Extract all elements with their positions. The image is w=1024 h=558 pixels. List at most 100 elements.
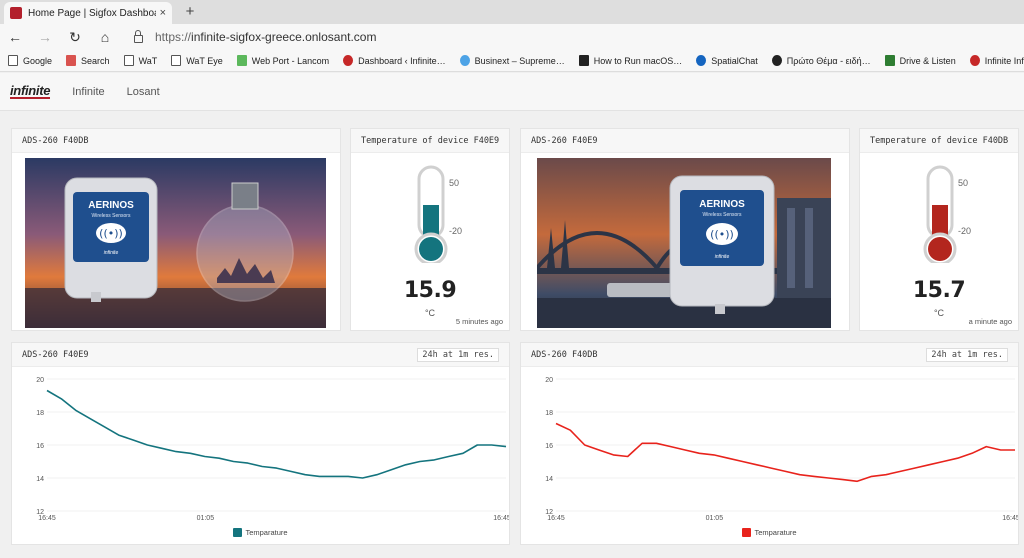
close-tab-icon[interactable]: ×: [159, 7, 166, 19]
y-tick-label: 12: [545, 509, 553, 516]
browser-tab[interactable]: Home Page | Sigfox Dashboard ×: [4, 2, 172, 24]
resolution-badge[interactable]: 24h at 1m res.: [926, 347, 1008, 362]
bookmark-proto-thema[interactable]: Πρώτο Θέμα - ειδή…: [771, 55, 871, 66]
x-tick-label: 01:05: [706, 515, 724, 522]
chart-block-f40e9: ADS-260 F40E9 24h at 1m res. 20 18 16 14 12 1…: [11, 342, 510, 545]
y-tick-label: 18: [36, 410, 44, 417]
dashboard-icon: [343, 55, 354, 66]
temperature-unit: °C: [933, 308, 945, 318]
bookmarks-bar: Google Search WaT WaT Eye Web Port - Lan…: [0, 50, 1024, 72]
chart-block-f40db: ADS-260 F40DB 24h at 1m res. 20 18 16 14 12 1…: [520, 342, 1019, 545]
temperature-value: 15.9: [403, 278, 457, 303]
home-icon[interactable]: ⌂: [100, 29, 110, 45]
chart-legend[interactable]: Temparature: [521, 528, 1018, 537]
reload-icon[interactable]: ↻: [69, 28, 81, 45]
bookmark-label: Infinite Informatics: [984, 55, 1024, 66]
bookmark-google[interactable]: Google: [8, 55, 52, 66]
photo-brand-text: AERINOS: [88, 200, 134, 211]
legend-label: Temparature: [245, 528, 288, 537]
svg-text:((•)): ((•)): [710, 228, 734, 241]
temperature-value: 15.7: [912, 278, 966, 303]
bookmark-label: How to Run macOS…: [593, 55, 683, 66]
address-bar[interactable]: https:// infinite-sigfox-greece.onlosant…: [134, 29, 377, 44]
forward-arrow-icon[interactable]: →: [38, 29, 52, 45]
bookmark-label: Dashboard ‹ Infinite…: [358, 55, 446, 66]
series-line: [555, 422, 1015, 483]
block-header: Temperature of device F40DB: [860, 129, 1018, 153]
x-tick-label: 16:45: [547, 515, 565, 522]
bookmark-label: Πρώτο Θέμα - ειδή…: [786, 55, 871, 66]
video-icon: [578, 55, 589, 66]
nav-link-infinite[interactable]: Infinite: [72, 85, 105, 98]
x-tick-label: 16:45: [38, 515, 56, 522]
block-title: ADS-260 F40DB: [531, 349, 598, 360]
infinite-icon: [969, 55, 980, 66]
bookmark-wat-eye[interactable]: WaT Eye: [171, 55, 223, 66]
back-arrow-icon[interactable]: ←: [8, 29, 22, 45]
bookmark-label: Businext – Supreme…: [474, 55, 565, 66]
y-tick-label: 20: [36, 377, 44, 384]
last-updated: a minute ago: [968, 317, 1012, 326]
y-tick-label: 18: [545, 410, 553, 417]
bookmark-label: Google: [23, 55, 53, 66]
legend-swatch: [233, 528, 243, 537]
bookmark-label: SpatialChat: [711, 55, 758, 66]
block-title: Temperature of device F40E9: [361, 135, 500, 146]
browser-tab-bar: Home Page | Sigfox Dashboard × +: [0, 0, 1024, 24]
bookmark-drive-listen[interactable]: Drive & Listen: [884, 55, 956, 66]
x-tick-label: 16:45: [1002, 515, 1018, 522]
app-header: infinite Infinite Losant: [0, 73, 1024, 111]
photo-subtitle-text: Wireless Sensors: [703, 212, 742, 218]
gauge-block-f40db: Temperature of device F40DB 50 -20 15.7 …: [859, 128, 1019, 331]
bookmark-dashboard[interactable]: Dashboard ‹ Infinite…: [343, 55, 446, 66]
bookmark-wat[interactable]: WaT: [123, 55, 158, 66]
resolution-badge[interactable]: 24h at 1m res.: [417, 347, 499, 362]
scale-max-label: 50: [449, 178, 459, 188]
logo-text: infinite: [10, 82, 51, 98]
x-tick-label: 16:45: [493, 515, 509, 522]
infinite-logo[interactable]: infinite: [10, 82, 51, 99]
image-block-f40e9: ADS-260 F40E9 AERINOS Wireless Sensors (…: [520, 128, 850, 331]
block-title: ADS-260 F40E9: [531, 135, 598, 146]
webport-icon: [236, 55, 247, 66]
thermometer-gauge: 50 -20: [923, 165, 971, 263]
block-title: Temperature of device F40DB: [870, 135, 1009, 146]
bookmark-infinite-informatics[interactable]: Infinite Informatics: [969, 55, 1024, 66]
last-updated: 5 minutes ago: [455, 317, 503, 326]
photo-mark-text: infinite: [715, 254, 730, 260]
bookmark-label: WaT: [138, 55, 158, 66]
lock-icon: [134, 29, 143, 43]
y-tick-label: 12: [36, 509, 44, 516]
nav-link-losant[interactable]: Losant: [126, 85, 160, 98]
chart-legend[interactable]: Temparature: [12, 528, 509, 537]
bookmark-label: Search: [81, 55, 110, 66]
x-tick-label: 01:05: [197, 515, 215, 522]
photo-mark-text: infinite: [104, 250, 119, 256]
scale-min-label: -20: [958, 226, 971, 236]
bookmark-search[interactable]: Search: [66, 55, 110, 66]
legend-swatch: [742, 528, 752, 537]
bookmark-web-port[interactable]: Web Port - Lancom: [236, 55, 330, 66]
block-header: ADS-260 F40DB: [12, 129, 340, 153]
bookmark-spatialchat[interactable]: SpatialChat: [696, 55, 758, 66]
block-title: ADS-260 F40E9: [22, 349, 89, 360]
bookmark-label: Web Port - Lancom: [251, 55, 330, 66]
block-title: ADS-260 F40DB: [22, 135, 89, 146]
photo-brand-text: AERINOS: [699, 199, 745, 210]
page-icon: [8, 55, 18, 66]
block-header: Temperature of device F40E9: [351, 129, 509, 153]
url-host: infinite-sigfox-greece.onlosant.com: [191, 30, 377, 44]
y-tick-label: 16: [36, 443, 44, 450]
y-tick-label: 16: [545, 443, 553, 450]
bookmark-macos[interactable]: How to Run macOS…: [578, 55, 683, 66]
page-icon: [171, 55, 182, 66]
thermometer-gauge: 50 -20: [414, 165, 462, 263]
series-line: [46, 389, 507, 479]
new-tab-button[interactable]: +: [185, 3, 195, 20]
photo-subtitle-text: Wireless Sensors: [92, 213, 131, 219]
bookmark-label: Drive & Listen: [899, 55, 956, 66]
businext-icon: [459, 55, 470, 66]
bookmark-businext[interactable]: Businext – Supreme…: [459, 55, 565, 66]
